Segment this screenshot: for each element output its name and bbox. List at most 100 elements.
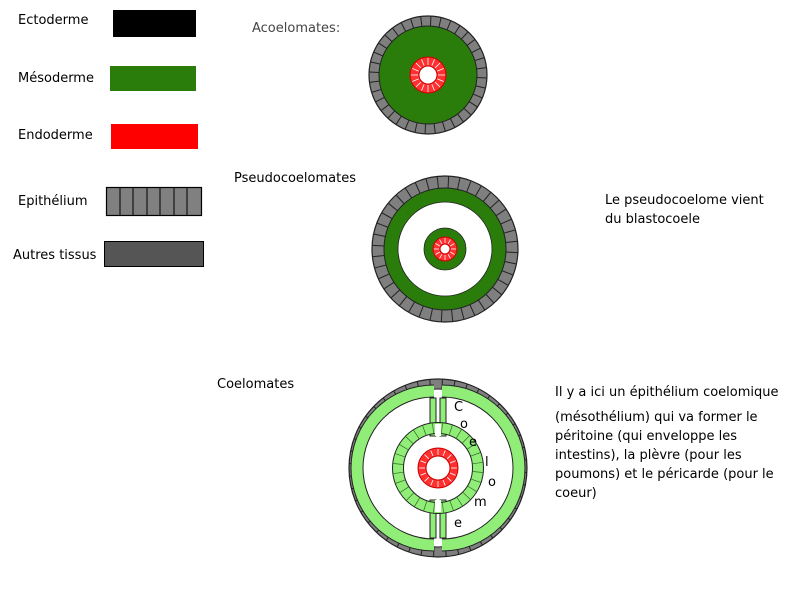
legend-label-autres-tissus: Autres tissus (13, 248, 97, 263)
cell-boundary (497, 278, 509, 286)
cell-boundary (381, 212, 393, 220)
cell-boundary (446, 20, 452, 31)
cell-boundary (457, 177, 461, 190)
cell-boundary (436, 176, 439, 189)
cell-boundary (430, 479, 434, 486)
cell-boundary (383, 281, 395, 290)
cell-boundary (395, 479, 406, 484)
cell-boundary (462, 492, 471, 500)
note-line: intestins), la plèvre (pour les (555, 448, 742, 463)
cell-boundary (467, 485, 477, 492)
cell-boundary (435, 243, 441, 247)
cell-boundary (370, 61, 381, 65)
cell-boundary (424, 123, 427, 134)
cell-boundary (398, 296, 408, 307)
cell-boundary (423, 501, 428, 511)
coelom-letter: m (474, 495, 487, 510)
legend-swatch-endoderme (111, 124, 198, 149)
cell-boundary (414, 122, 418, 133)
cell-boundary (421, 59, 425, 66)
legend-swatch-ectoderme (113, 10, 196, 37)
cell-boundary (456, 497, 463, 506)
cell-boundary (475, 85, 486, 89)
dorsal-mesentery-right (439, 397, 447, 437)
cell-boundary (447, 176, 450, 189)
note-line: poumons) et le péricarde (pour le (555, 467, 774, 482)
cell-boundary (495, 208, 507, 217)
parietal-epithelium-right (441, 385, 525, 551)
cell-boundary (376, 222, 389, 228)
cell-boundary (404, 187, 413, 199)
cell-boundary (441, 423, 443, 434)
cell-boundary (439, 253, 443, 259)
cell-boundary (463, 107, 472, 116)
note-line: péritoine (qui enveloppe les (555, 429, 738, 444)
coelomates-note: Il y a ici un épithélium coelomique (més… (555, 383, 779, 503)
cell-boundary (437, 78, 444, 82)
cell-boundary (447, 239, 451, 245)
cell-boundary (374, 264, 387, 269)
cell-boundary (438, 17, 442, 28)
cell-boundary (400, 22, 407, 32)
acoelomate-diagram (368, 15, 488, 135)
legend-label-ectoderme: Ectoderme (18, 13, 89, 28)
note-line: du blastocoele (605, 212, 700, 227)
ventral-mesentery-left (429, 499, 437, 539)
cell-boundary (405, 436, 414, 444)
cell-boundary (470, 452, 481, 457)
cell-boundary (395, 194, 405, 205)
cell-boundary (429, 308, 433, 321)
cell-boundary (387, 110, 396, 119)
cell-boundary (422, 425, 427, 436)
cell-boundary (415, 81, 422, 88)
parietal-epithelium-left (351, 385, 435, 551)
cell-boundary (432, 423, 435, 434)
cell-boundary (460, 307, 465, 320)
cell-boundary (477, 299, 486, 311)
gut-lumen (425, 455, 451, 481)
cell-boundary (410, 18, 415, 29)
legend-label-mesoderme: Mésoderme (18, 71, 94, 86)
cell-boundary (387, 202, 398, 212)
gut-lumen (418, 65, 438, 85)
ventral-mesentery-right (439, 499, 447, 539)
coelom-letter: C (454, 400, 463, 415)
dorsal-mesentery-left (429, 397, 437, 437)
coelom-letter: e (469, 435, 477, 450)
cell-boundary (449, 243, 455, 247)
legend-swatch-mesoderme (110, 66, 196, 91)
cell-boundary (492, 286, 503, 296)
cell-boundary (406, 492, 414, 501)
note-line: coeur) (555, 486, 597, 501)
cell-boundary (421, 84, 425, 91)
cell-boundary (433, 502, 435, 513)
cell-boundary (449, 251, 455, 255)
cell-boundary (384, 34, 393, 43)
coelomate-diagram: C o e l o m e (348, 378, 528, 558)
cell-boundary (404, 119, 410, 130)
cell-boundary (467, 443, 476, 450)
cell-boundary (414, 497, 421, 507)
cell-boundary (505, 251, 518, 254)
acoelomates-label: Acoelomates: (252, 21, 341, 36)
cell-boundary (449, 118, 456, 128)
cell-boundary (400, 486, 409, 493)
cell-boundary (371, 88, 382, 93)
cell-boundary (413, 430, 420, 439)
cell-boundary (482, 191, 492, 202)
cell-boundary (503, 229, 516, 234)
note-line: Le pseudocoelome vient (605, 193, 764, 208)
cell-boundary (454, 25, 461, 35)
cell-boundary (446, 476, 452, 482)
cell-boundary (390, 289, 401, 299)
pseudocoelomate-diagram (371, 175, 519, 323)
cell-boundary (372, 244, 385, 247)
legend-label-endoderme: Endoderme (18, 128, 93, 143)
cell-boundary (425, 178, 430, 191)
cell-boundary (430, 450, 434, 457)
pseudocoelomates-note: Le pseudocoelome vient du blastocoele (605, 191, 764, 229)
cell-boundary (485, 293, 495, 304)
cell-boundary (474, 185, 482, 197)
note-line: Il y a ici un épithélium coelomique (555, 385, 779, 400)
cell-boundary (468, 101, 478, 108)
